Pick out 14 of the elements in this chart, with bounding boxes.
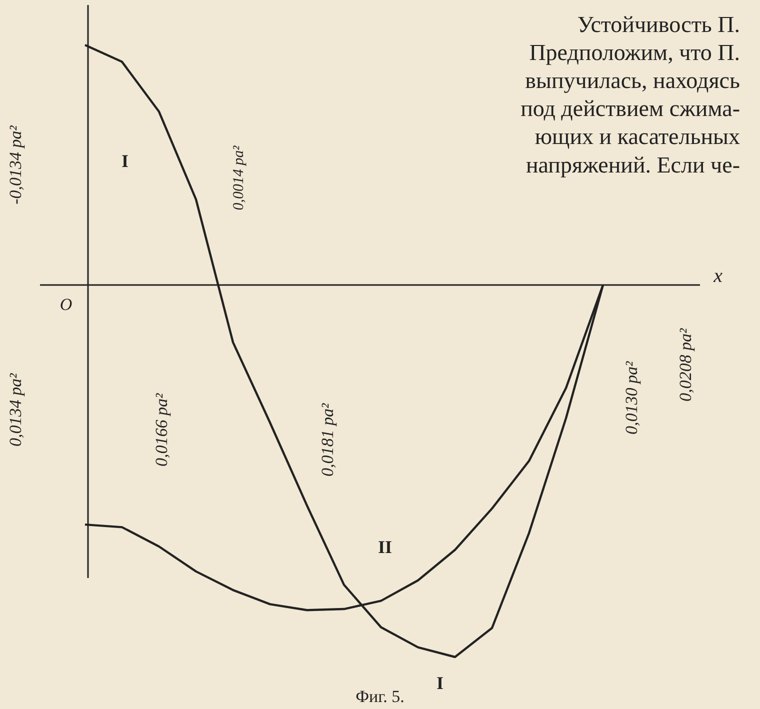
x-axis-title: x	[712, 265, 723, 287]
annotation: 0,0181 pa²	[318, 402, 337, 477]
text: 0,0130 pa²	[622, 360, 641, 435]
text: 0,0134 pa²	[6, 372, 25, 447]
annotation: 0,0014 pa²	[231, 145, 247, 210]
annotation: 0,0166 pa²	[152, 392, 171, 467]
text: -0,0134 pa²	[6, 124, 25, 204]
text: 0,0208 pa²	[676, 328, 695, 402]
annotation: Устойчивость П. Предположим, что П. выпучилась, находясь под действием сжима- ющих и касательных напряжений. Если че-	[520, 12, 740, 178]
text: I	[121, 151, 129, 171]
series-label: I	[436, 673, 444, 693]
annotation: O	[60, 295, 72, 314]
series-label: II	[378, 537, 392, 557]
text: Фиг. 5.	[356, 687, 404, 706]
